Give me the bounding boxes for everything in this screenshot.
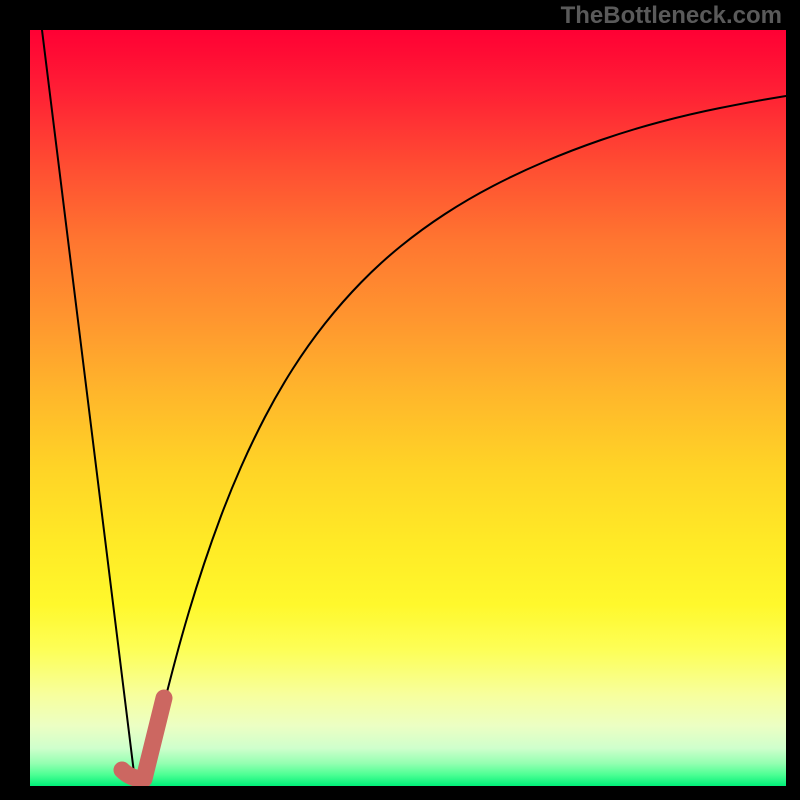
gradient-background [30,30,786,786]
bottleneck-chart-svg [30,30,786,786]
plot-area [30,30,786,786]
watermark-text: TheBottleneck.com [561,4,782,28]
chart-frame: TheBottleneck.com [0,0,800,800]
